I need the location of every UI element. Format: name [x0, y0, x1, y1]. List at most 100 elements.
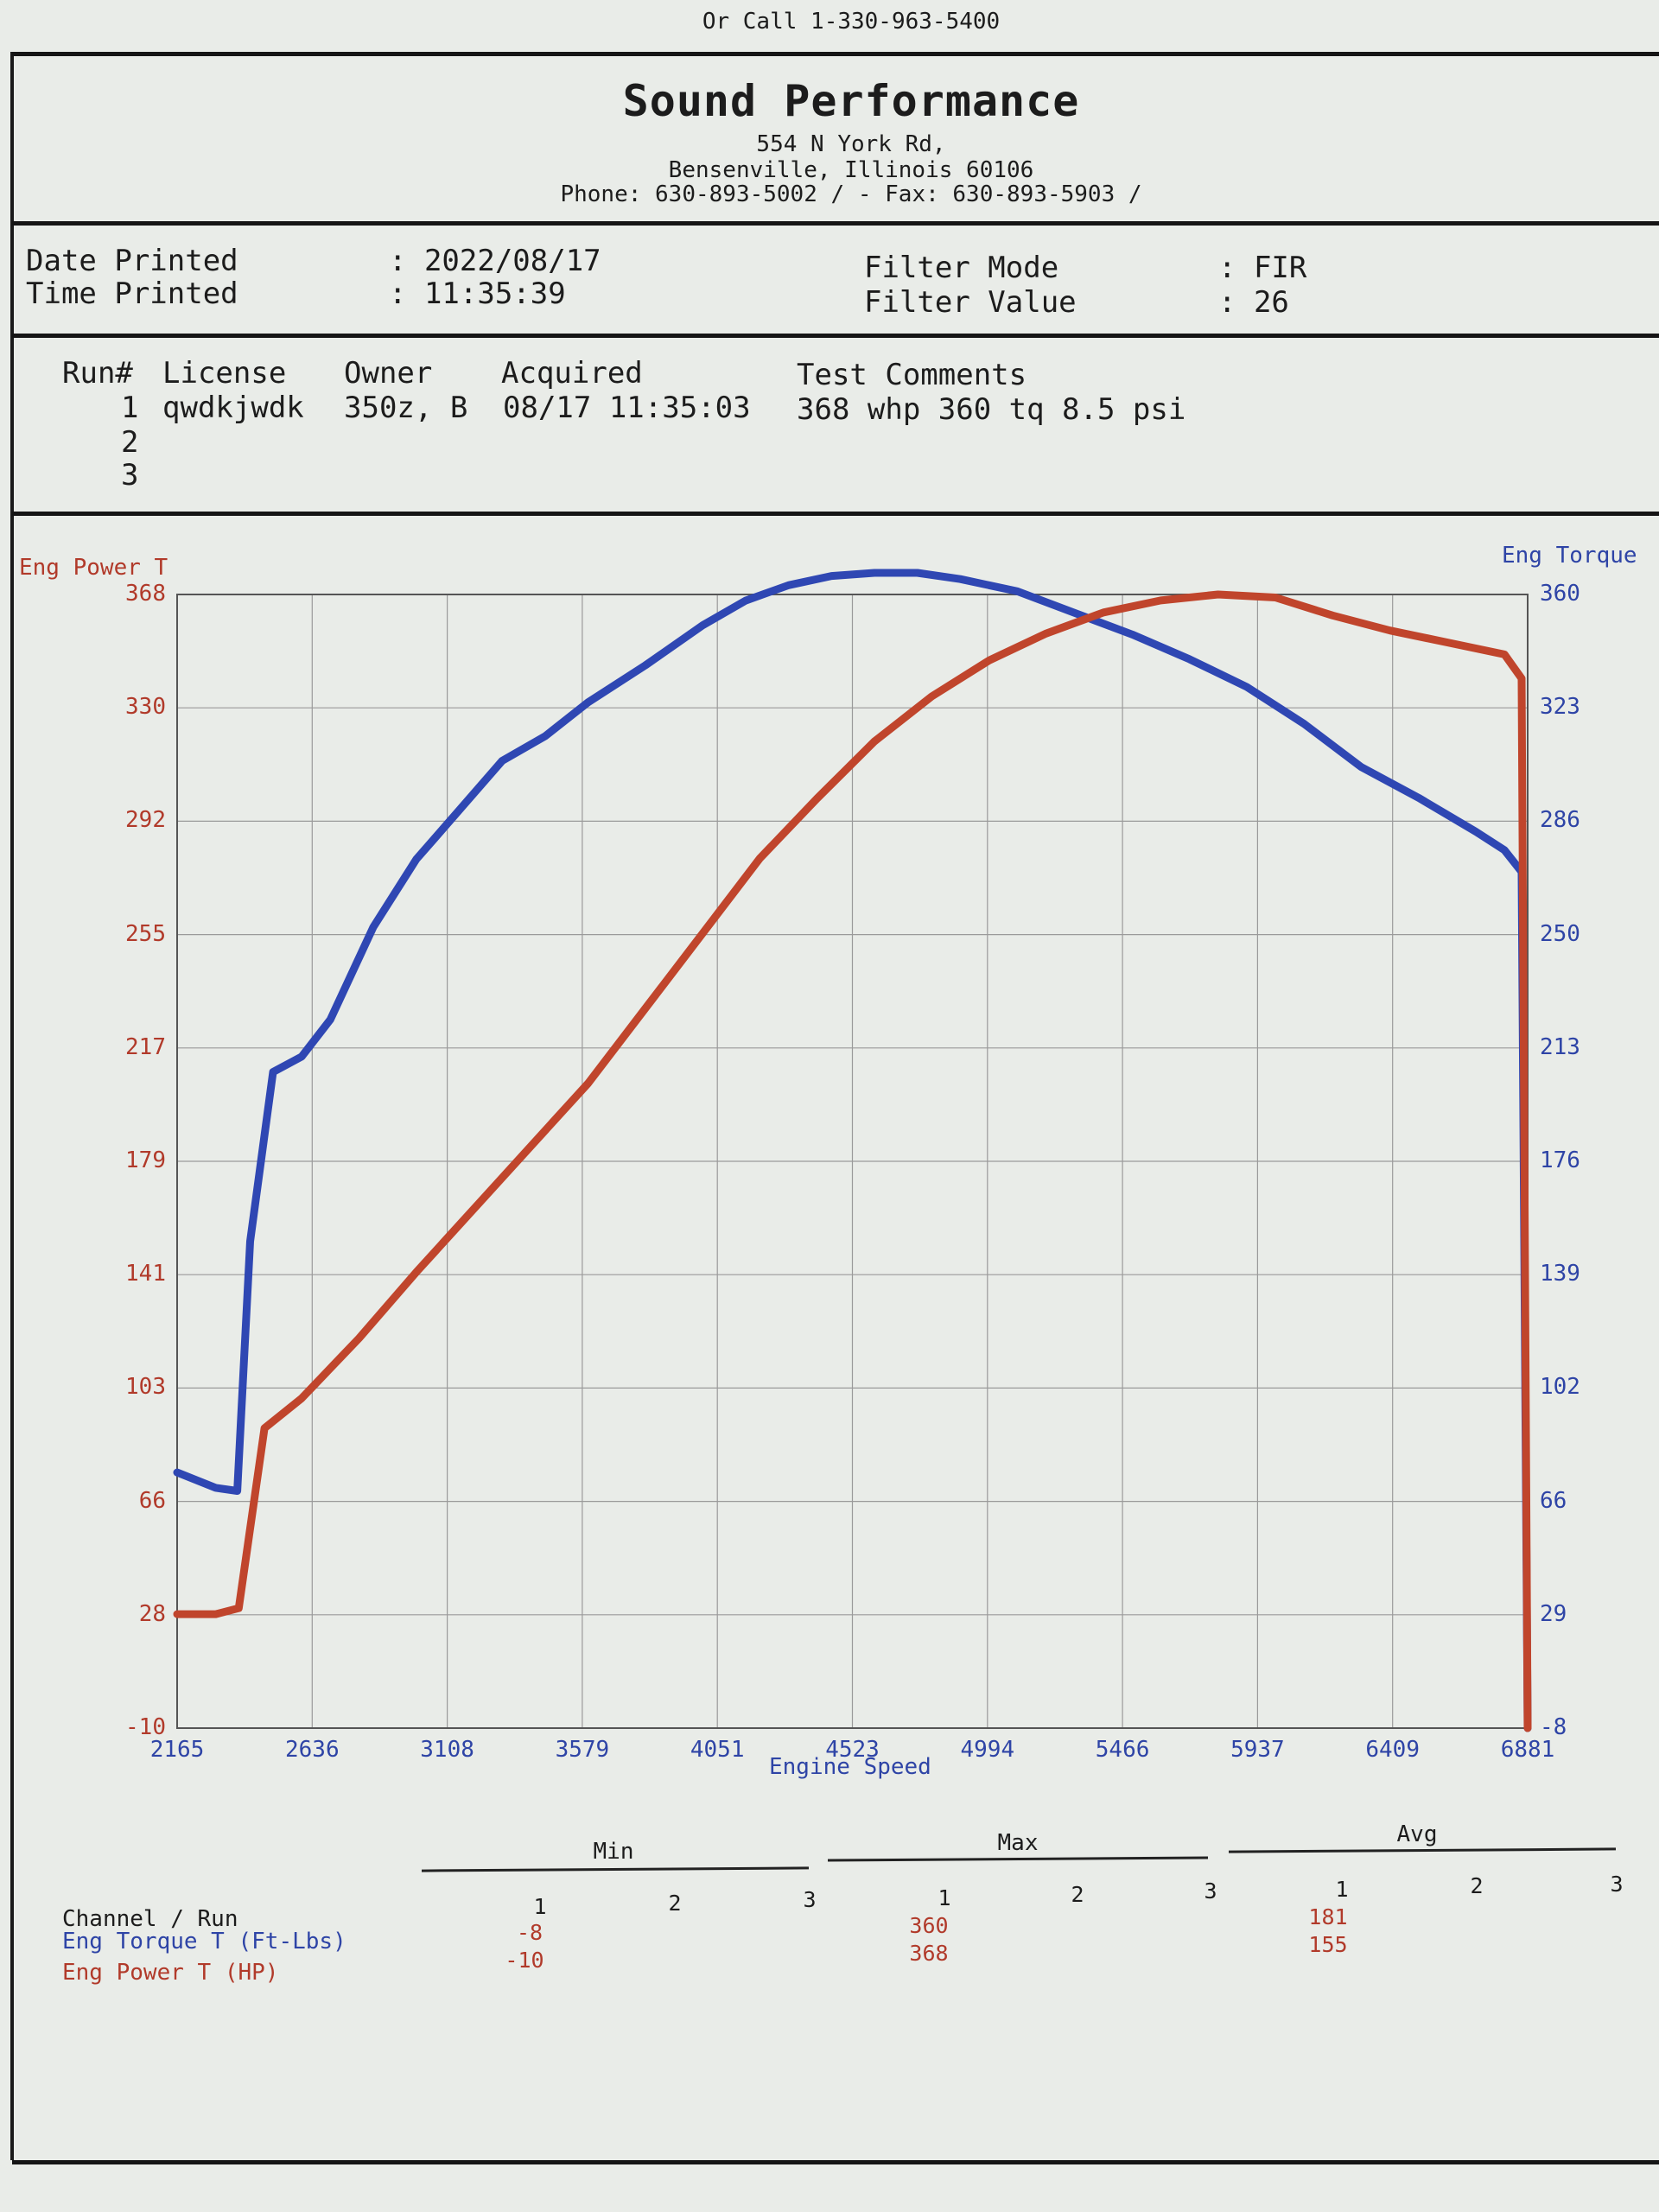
data-point [1473, 829, 1478, 835]
y-left-tick-label: 292 [125, 807, 166, 834]
data-point [236, 1605, 242, 1611]
data-point [585, 699, 591, 705]
address-line-1: 554 N York Rd, [756, 131, 946, 157]
data-point [213, 1611, 219, 1618]
filter-mode-label: Filter Mode [864, 251, 1059, 285]
data-point [299, 1053, 305, 1059]
data-point [356, 1335, 362, 1341]
run-1-acquired: 08/17 11:35:03 [503, 391, 751, 425]
summary-torque-channel: Eng Torque T (Ft-Lbs) [62, 1929, 346, 1955]
rule-info [12, 334, 1659, 338]
x-tick-label: 2636 [284, 1737, 340, 1763]
y-right-tick-label: 213 [1540, 1033, 1580, 1060]
run-3-number: 3 [121, 458, 139, 493]
summary-power-min: -10 [505, 1948, 544, 1973]
y-left-tick-label: 28 [138, 1600, 166, 1627]
summary-avg-run-3: 3 [1610, 1872, 1624, 1897]
y-right-axis-label: Eng Torque [1502, 543, 1637, 569]
rule-top [12, 52, 1659, 56]
series-torque [173, 569, 1532, 1732]
y-left-tick-label: 103 [125, 1374, 166, 1401]
data-point [1014, 588, 1020, 594]
time-label: Time Printed [26, 276, 238, 311]
x-tick-label: 6881 [1500, 1737, 1555, 1763]
summary-channel-run-label: Channel / Run [62, 1906, 238, 1932]
summary-max-run-1: 1 [938, 1885, 951, 1910]
data-point [642, 1006, 648, 1011]
y-left-tick-label: 255 [125, 920, 166, 947]
data-point [471, 1206, 476, 1212]
data-point [1444, 639, 1450, 645]
summary-avg-header: Avg [1396, 1821, 1438, 1847]
runs-header-owner: Owner [344, 356, 433, 391]
filter-value-value: : 26 [1218, 285, 1289, 320]
data-point [585, 1080, 591, 1086]
phone-top-line: Or Call 1-330-963-5400 [702, 9, 1001, 35]
address-line-2: Bensenville, Illinois 60106 [668, 157, 1034, 183]
data-point [742, 598, 748, 604]
data-point [299, 1395, 305, 1402]
summary-max-run-2: 2 [1071, 1882, 1084, 1907]
data-point [234, 1488, 240, 1494]
data-point [499, 758, 505, 764]
data-point [1502, 847, 1508, 853]
runs-header-license: License [162, 356, 287, 391]
x-tick-label: 5937 [1230, 1737, 1285, 1763]
data-point [1243, 684, 1249, 690]
x-tick-label: 3579 [555, 1737, 610, 1763]
data-point [262, 1425, 268, 1431]
left-border [10, 52, 14, 2160]
data-point [413, 856, 419, 862]
run-1-owner: 350z, B [344, 391, 468, 425]
data-point [1043, 631, 1049, 637]
data-point [929, 694, 935, 699]
data-point [456, 807, 462, 813]
runs-header-run: Run# [62, 356, 133, 391]
y-right-tick-label: 29 [1540, 1600, 1567, 1627]
data-point [213, 1484, 219, 1491]
data-point [814, 796, 820, 801]
data-point [1301, 721, 1307, 727]
y-right-tick-label: 323 [1540, 694, 1580, 721]
data-point [270, 1069, 276, 1075]
data-point [700, 622, 706, 628]
company-name: Sound Performance [622, 76, 1080, 126]
data-point [914, 570, 920, 575]
summary-power-avg: 155 [1308, 1932, 1348, 1957]
run-1-license: qwdkjwdk [162, 391, 304, 425]
y-left-axis-label: Eng Power T [19, 555, 168, 581]
date-value: : 2022/08/17 [389, 244, 601, 278]
series-line [173, 590, 1532, 1732]
data-point [957, 576, 963, 582]
data-point [872, 739, 877, 745]
data-point [1502, 652, 1508, 658]
y-right-tick-label: -8 [1540, 1714, 1567, 1740]
data-point [1330, 613, 1336, 619]
data-point [1215, 592, 1221, 597]
x-tick-label: 6409 [1365, 1737, 1420, 1763]
data-point [1525, 1726, 1530, 1731]
data-point [247, 1238, 253, 1244]
data-point [829, 573, 835, 579]
y-left-tick-label: 217 [125, 1033, 166, 1060]
data-point [785, 582, 791, 588]
data-point [542, 734, 548, 739]
y-right-tick-label: 102 [1540, 1374, 1580, 1401]
y-left-tick-label: 141 [125, 1261, 166, 1287]
chart-series [173, 569, 1532, 1732]
x-tick-label: 2165 [149, 1737, 205, 1763]
phone-fax: Phone: 630-893-5002 / - Fax: 630-893-590… [560, 181, 1142, 207]
data-point [1415, 795, 1421, 801]
y-left-tick-label: -10 [125, 1714, 166, 1740]
filter-value-label: Filter Value [864, 285, 1077, 320]
y-right-tick-label: 176 [1540, 1147, 1580, 1173]
y-left-tick-label: 368 [125, 581, 166, 607]
summary-avg-run-2: 2 [1470, 1873, 1484, 1898]
data-point [700, 931, 706, 937]
run-1-number: 1 [121, 391, 139, 425]
x-tick-label: 5466 [1095, 1737, 1150, 1763]
summary-max-header: Max [997, 1830, 1039, 1856]
rule-runs [12, 512, 1659, 516]
date-label: Date Printed [26, 244, 238, 278]
